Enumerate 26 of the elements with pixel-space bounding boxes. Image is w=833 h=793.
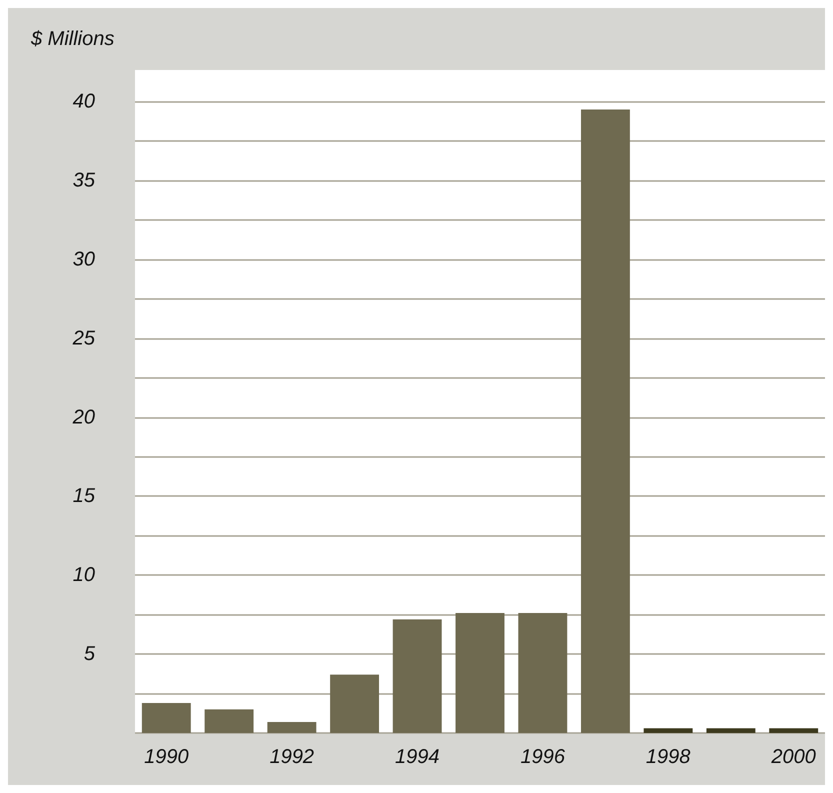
bar xyxy=(267,722,316,733)
bar xyxy=(456,613,504,733)
y-tick-label: 10 xyxy=(72,564,95,586)
y-tick-label: 15 xyxy=(72,485,96,508)
bar xyxy=(142,703,191,733)
x-tick-label: 1992 xyxy=(270,746,314,768)
x-tick-label: 2000 xyxy=(770,746,816,768)
bar xyxy=(580,109,630,733)
y-tick-label: 20 xyxy=(72,406,95,428)
bar xyxy=(769,728,818,733)
bar xyxy=(706,728,756,733)
y-tick-label: 5 xyxy=(84,643,96,666)
y-tick-label: 30 xyxy=(72,248,95,270)
x-tick-label: 1998 xyxy=(646,746,690,768)
chart-title: $ Millions xyxy=(30,28,114,50)
bar xyxy=(392,619,442,733)
bar xyxy=(644,728,693,733)
x-tick-label: 1990 xyxy=(144,746,189,768)
bar xyxy=(204,709,254,733)
y-tick-label: 35 xyxy=(72,170,96,192)
y-tick-label: 25 xyxy=(72,327,96,350)
y-tick-label: 40 xyxy=(72,90,95,113)
bar xyxy=(330,674,380,733)
x-tick-label: 1994 xyxy=(395,746,440,768)
bar xyxy=(518,613,568,733)
x-tick-label: 1996 xyxy=(520,746,566,768)
